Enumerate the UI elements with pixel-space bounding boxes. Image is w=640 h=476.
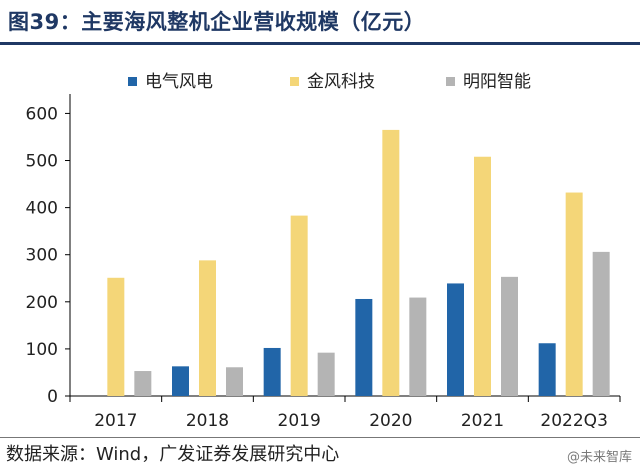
bar-金风科技-2021 [474, 156, 491, 396]
source-note: 数据来源：Wind，广发证券发展研究中心 [6, 444, 340, 465]
title-divider [0, 42, 640, 45]
y-tick-label: 600 [26, 104, 58, 124]
legend-label: 电气风电 [145, 72, 213, 92]
y-tick-label: 400 [26, 199, 58, 219]
bar-明阳智能-2018 [226, 367, 243, 396]
x-tick-label: 2017 [94, 411, 137, 431]
source-divider [0, 437, 640, 438]
legend-swatch-明阳智能 [446, 77, 455, 86]
bar-金风科技-2017 [107, 277, 125, 396]
x-tick-label: 2021 [461, 411, 504, 431]
bar-电气风电-2018 [172, 366, 189, 396]
bar-明阳智能-2022Q3 [592, 251, 610, 396]
y-tick-label: 500 [26, 152, 58, 172]
y-tick-label: 200 [26, 293, 58, 313]
bar-电气风电-2020 [355, 298, 373, 396]
x-tick-label: 2018 [186, 411, 229, 431]
figure-title: 图39：主要海风整机企业营收规模（亿元） [8, 10, 426, 34]
bar-明阳智能-2021 [501, 276, 518, 396]
bar-金风科技-2022Q3 [565, 192, 583, 396]
figure-header: 图39：主要海风整机企业营收规模（亿元） [0, 0, 640, 45]
y-tick-label: 300 [26, 246, 58, 266]
legend-label: 金风科技 [307, 72, 375, 92]
legend-label: 明阳智能 [463, 72, 531, 92]
bar-明阳智能-2017 [134, 371, 152, 396]
bar-电气风电-2019 [263, 347, 281, 396]
x-tick-label: 2022Q3 [540, 411, 607, 431]
bar-金风科技-2020 [382, 129, 400, 396]
bar-明阳智能-2020 [409, 297, 427, 396]
x-tick-label: 2020 [369, 411, 412, 431]
watermark: @未来智库 [566, 450, 632, 465]
legend-swatch-金风科技 [290, 77, 299, 86]
legend-swatch-电气风电 [128, 77, 137, 86]
x-tick-label: 2019 [278, 411, 321, 431]
bar-金风科技-2018 [199, 260, 216, 396]
bar-明阳智能-2019 [317, 352, 335, 396]
bar-电气风电-2022Q3 [538, 343, 556, 396]
bar-chart: 0 100 200 300 400 500 600 2017 2018 2019 2020 2021 2… [26, 72, 621, 431]
y-tick-label: 0 [47, 387, 58, 407]
y-tick-label: 100 [26, 340, 58, 360]
chart-container: 0 100 200 300 400 500 600 2017 2018 2019 2020 2021 2… [0, 46, 640, 436]
bar-电气风电-2021 [447, 283, 464, 396]
bar-金风科技-2019 [290, 215, 308, 396]
